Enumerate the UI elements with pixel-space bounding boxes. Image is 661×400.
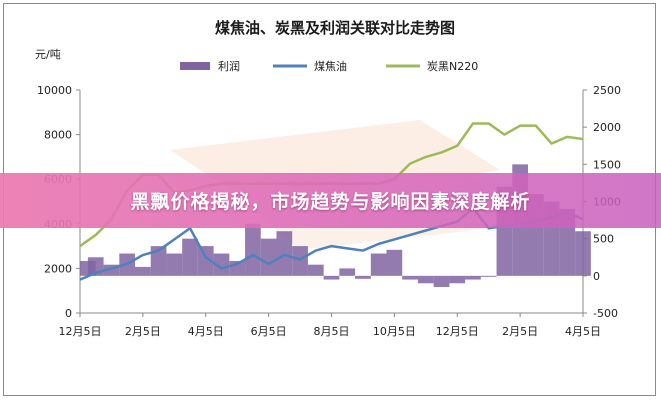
x-tick-label: 8月5日	[314, 325, 350, 338]
profit-bar	[292, 246, 308, 276]
profit-bar	[276, 231, 293, 276]
right-tick-label: 1500	[593, 158, 621, 171]
left-tick-label: 10000	[37, 84, 72, 97]
profit-bar	[260, 238, 277, 276]
profit-bar	[213, 253, 230, 276]
legend: 利润 煤焦油 炭黑N220	[180, 59, 478, 73]
right-tick-label: 2000	[593, 121, 621, 134]
x-tick-label: 4月5日	[188, 325, 224, 338]
right-tick-label: 500	[593, 233, 614, 246]
profit-bar	[245, 223, 261, 276]
profit-bar	[166, 253, 183, 276]
banner-text: 黑飘价格揭秘，市场趋势与影响因素深度解析	[130, 191, 531, 213]
profit-bar	[575, 231, 591, 276]
x-tick-label: 4月5日	[565, 325, 601, 338]
left-tick-label: 0	[65, 307, 72, 320]
right-tick-label: 0	[593, 270, 600, 283]
x-tick-label: 12月5日	[436, 325, 479, 338]
profit-bar	[307, 264, 324, 276]
profit-bar	[135, 266, 151, 276]
x-tick-label: 6月5日	[251, 325, 287, 338]
profit-bar	[465, 275, 481, 280]
profit-bar	[402, 275, 418, 280]
profit-bar	[103, 264, 120, 276]
profit-bar	[197, 246, 214, 276]
profit-bar	[182, 238, 198, 276]
profit-bar	[339, 268, 356, 276]
x-tick-label: 2月5日	[502, 325, 538, 338]
headline-banner: 黑飘价格揭秘，市场趋势与影响因素深度解析	[0, 173, 661, 228]
x-tick-label: 12月5日	[59, 325, 102, 338]
profit-bar	[480, 275, 497, 277]
legend-label-coal-tar: 煤焦油	[314, 59, 347, 73]
left-tick-label: 8000	[44, 129, 72, 142]
profit-bar	[417, 275, 434, 284]
profit-bar	[370, 253, 387, 276]
profit-bar	[355, 275, 371, 279]
left-tick-label: 2000	[44, 262, 72, 275]
right-tick-label: -500	[593, 307, 618, 320]
x-tick-label: 10月5日	[373, 325, 416, 338]
right-tick-label: 2500	[593, 84, 621, 97]
chart-title: 煤焦油、炭黑及利润关联对比走势图	[215, 19, 455, 37]
y-unit-label: 元/吨	[35, 48, 61, 61]
profit-bar	[150, 246, 167, 276]
legend-label-carbon-black: 炭黑N220	[427, 60, 478, 73]
legend-swatch-profit	[180, 62, 210, 70]
profit-bar	[323, 275, 340, 280]
profit-bar	[386, 249, 403, 276]
x-tick-label: 2月5日	[125, 325, 161, 338]
legend-label-profit: 利润	[218, 59, 240, 73]
profit-bar	[433, 275, 450, 287]
profit-bar	[449, 275, 466, 284]
